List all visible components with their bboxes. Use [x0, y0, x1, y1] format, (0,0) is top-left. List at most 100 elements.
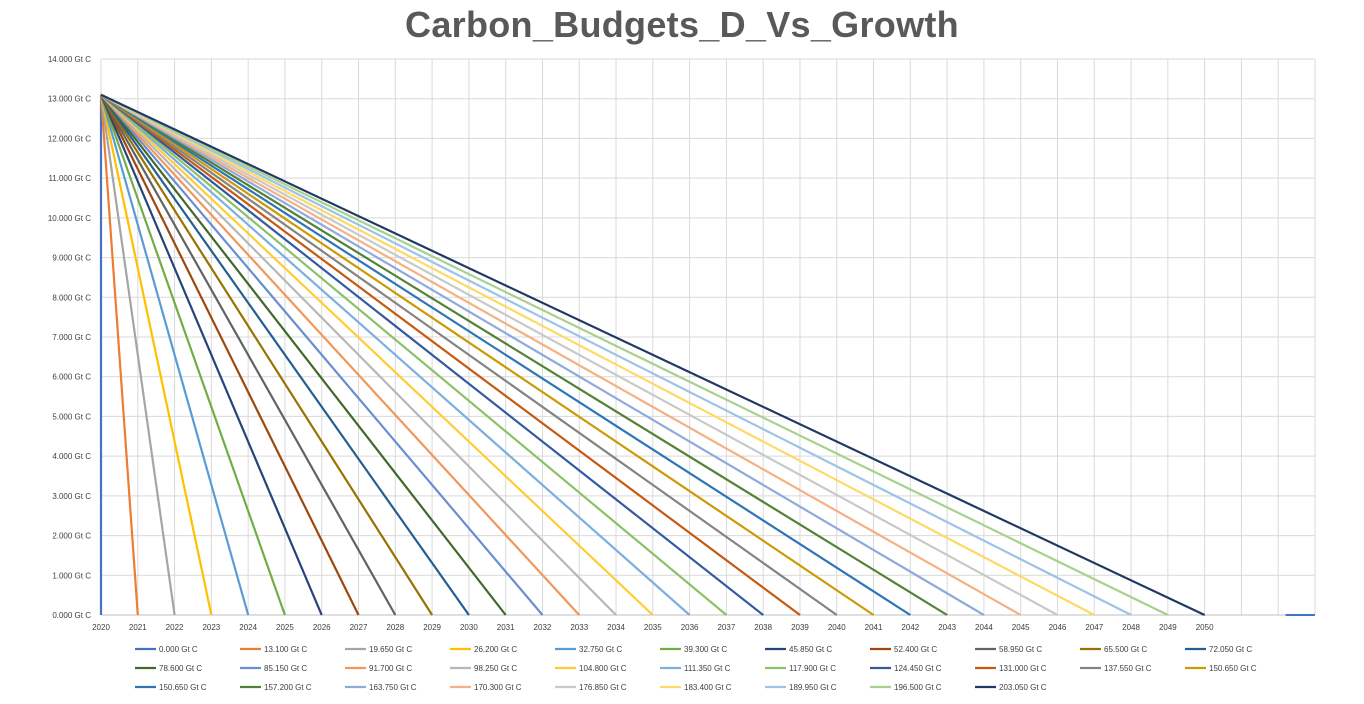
series-line [100, 93, 948, 616]
legend-entry: 85.150 Gt C [264, 664, 307, 673]
legend-entry: 65.500 Gt C [1104, 645, 1147, 654]
series-line [100, 93, 728, 616]
x-tick-label: 2038 [754, 623, 772, 632]
series-line [100, 93, 581, 616]
x-tick-label: 2037 [717, 623, 735, 632]
legend-entry: 111.350 Gt C [684, 664, 731, 673]
legend-entry: 150.650 Gt C [159, 683, 207, 692]
series-line [100, 94, 507, 616]
x-tick-label: 2031 [497, 623, 515, 632]
x-axis: 2020 2021 2022 2023 2024 2025 2026 2027 2028 2029… [92, 614, 1315, 632]
series-line [100, 93, 1095, 616]
x-tick-label: 2036 [681, 623, 699, 632]
legend-entry: 104.800 Gt C [579, 664, 627, 673]
legend-entry: 203.050 Gt C [999, 683, 1047, 692]
x-tick-label: 2045 [1012, 623, 1030, 632]
y-tick-label: 3.000 Gt C [52, 492, 91, 501]
series-line [99, 94, 139, 616]
x-tick-label: 2032 [534, 623, 552, 632]
series-line [100, 93, 1206, 616]
x-tick-label: 2040 [828, 623, 846, 632]
y-tick-label: 14.000 Gt C [48, 55, 91, 64]
series-line [99, 94, 213, 616]
legend-entry: 189.950 Gt C [789, 683, 837, 692]
y-tick-label: 13.000 Gt C [48, 95, 91, 104]
legend-entry: 26.200 Gt C [474, 645, 517, 654]
x-tick-label: 2026 [313, 623, 331, 632]
legend-entry: 163.750 Gt C [369, 683, 417, 692]
y-tick-label: 4.000 Gt C [52, 452, 91, 461]
x-tick-label: 2050 [1196, 623, 1214, 632]
legend-entry: 58.950 Gt C [999, 645, 1042, 654]
series-line [100, 93, 875, 616]
legend-entry: 91.700 Gt C [369, 664, 412, 673]
series-line [100, 93, 1059, 616]
series-line [100, 93, 544, 616]
series-line [100, 94, 470, 616]
legend-entry: 157.200 Gt C [264, 683, 312, 692]
x-tick-label: 2042 [901, 623, 919, 632]
x-tick-label: 2046 [1049, 623, 1067, 632]
y-axis: 0.000 Gt C 1.000 Gt C 2.000 Gt C 3.000 Gt C… [48, 55, 91, 620]
x-tick-label: 2049 [1159, 623, 1177, 632]
x-tick-label: 2024 [239, 623, 257, 632]
series-line [100, 93, 838, 616]
series-line [100, 93, 801, 616]
legend-entry: 19.650 Gt C [369, 645, 412, 654]
series-line [100, 93, 764, 616]
legend-entry: 124.450 Gt C [894, 664, 942, 673]
series-line [100, 93, 691, 616]
series-line [99, 94, 176, 616]
series-lines [99, 93, 1315, 616]
series-line [100, 93, 911, 616]
series-line [100, 93, 1169, 616]
series-line [100, 94, 397, 616]
x-tick-label: 2029 [423, 623, 441, 632]
y-tick-label: 0.000 Gt C [52, 611, 91, 620]
y-tick-label: 10.000 Gt C [48, 214, 91, 223]
legend-entry: 183.400 Gt C [684, 683, 732, 692]
legend-entry: 117.900 Gt C [789, 664, 836, 673]
x-tick-label: 2041 [865, 623, 883, 632]
series-line [99, 94, 323, 616]
legend-entry: 32.750 Gt C [579, 645, 622, 654]
x-tick-label: 2048 [1122, 623, 1140, 632]
series-line [100, 93, 985, 616]
legend-entry: 98.250 Gt C [474, 664, 517, 673]
gridlines [100, 58, 1316, 616]
legend-entry: 170.300 Gt C [474, 683, 522, 692]
x-tick-label: 2027 [350, 623, 368, 632]
y-tick-label: 12.000 Gt C [48, 134, 91, 143]
series-line [99, 94, 250, 616]
x-tick-label: 2022 [166, 623, 184, 632]
legend-entry: 131.000 Gt C [999, 664, 1047, 673]
x-tick-label: 2030 [460, 623, 478, 632]
legend-entry: 0.000 Gt C [159, 645, 198, 654]
x-tick-label: 2020 [92, 623, 110, 632]
x-tick-label: 2023 [202, 623, 220, 632]
chart-title: Carbon_Budgets_D_Vs_Growth [405, 4, 959, 45]
series-line [100, 93, 617, 616]
legend-entry: 72.050 Gt C [1209, 645, 1252, 654]
legend-entry: 52.400 Gt C [894, 645, 937, 654]
legend-entry: 39.300 Gt C [684, 645, 727, 654]
legend-entry: 176.850 Gt C [579, 683, 627, 692]
x-tick-label: 2021 [129, 623, 147, 632]
x-tick-label: 2039 [791, 623, 809, 632]
x-tick-label: 2043 [938, 623, 956, 632]
series-line [100, 94, 360, 616]
legend-entry: 150.650 Gt C [1209, 664, 1257, 673]
x-tick-label: 2025 [276, 623, 294, 632]
y-tick-label: 1.000 Gt C [52, 571, 91, 580]
legend-entry: 137.550 Gt C [1104, 664, 1152, 673]
y-tick-label: 9.000 Gt C [52, 254, 91, 263]
x-tick-label: 2047 [1085, 623, 1103, 632]
x-tick-label: 2044 [975, 623, 993, 632]
series-line [100, 93, 654, 616]
x-tick-label: 2033 [570, 623, 588, 632]
y-tick-label: 11.000 Gt C [48, 174, 91, 183]
y-tick-label: 5.000 Gt C [52, 412, 91, 421]
x-tick-label: 2035 [644, 623, 662, 632]
x-tick-label: 2034 [607, 623, 625, 632]
